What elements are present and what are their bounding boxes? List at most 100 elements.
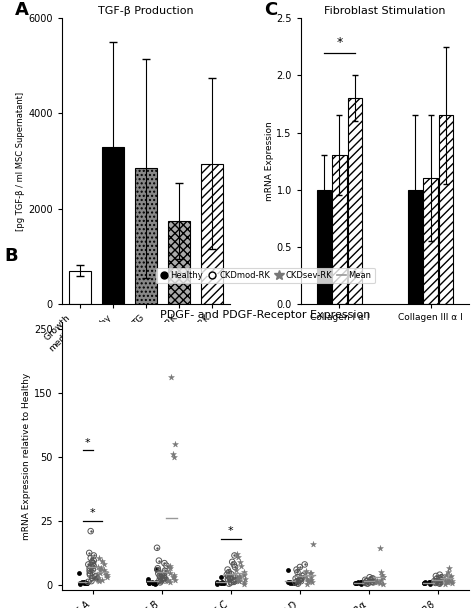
Point <box>85 548 93 558</box>
Point <box>80 577 88 587</box>
Bar <box>423 178 438 304</box>
Text: -: - <box>322 420 326 429</box>
Text: +: + <box>427 420 434 429</box>
Point <box>83 579 91 589</box>
Point <box>85 548 93 558</box>
Point <box>233 550 241 559</box>
Point <box>86 568 93 578</box>
Point <box>219 578 226 588</box>
Point <box>366 572 374 582</box>
Point <box>378 567 385 577</box>
Point <box>218 578 225 587</box>
Point <box>229 572 237 582</box>
Point <box>170 572 177 582</box>
Point <box>89 573 96 582</box>
Point <box>284 565 292 575</box>
Bar <box>69 271 91 304</box>
Point <box>231 576 238 586</box>
Point <box>231 551 238 561</box>
Point <box>436 574 443 584</box>
Text: *: * <box>90 508 96 519</box>
Point <box>241 578 248 587</box>
Point <box>225 567 233 577</box>
Point <box>160 573 168 582</box>
Point <box>294 572 301 582</box>
Point <box>230 559 237 569</box>
Point <box>227 578 235 587</box>
Point <box>286 578 294 588</box>
Point <box>368 574 376 584</box>
Point <box>379 579 386 589</box>
Point <box>166 561 173 570</box>
Point <box>156 571 164 581</box>
Point <box>433 574 441 584</box>
Point <box>90 551 98 561</box>
Point <box>75 568 82 578</box>
Point <box>293 565 301 575</box>
Point <box>89 558 97 568</box>
Text: -: - <box>338 385 341 394</box>
Point <box>83 578 91 588</box>
Point <box>223 570 230 579</box>
Point <box>365 578 373 587</box>
Text: +: + <box>443 454 449 463</box>
Bar <box>347 98 362 304</box>
Point <box>421 579 428 589</box>
Point <box>225 571 232 581</box>
Point <box>91 572 99 582</box>
Point <box>357 577 365 587</box>
Text: -: - <box>445 385 447 394</box>
Point <box>169 449 177 458</box>
Point <box>235 576 243 586</box>
Bar <box>168 221 190 304</box>
Point <box>156 572 164 582</box>
Point <box>226 574 234 584</box>
Point <box>156 578 164 587</box>
Point <box>430 576 438 586</box>
Point <box>355 577 362 587</box>
Point <box>292 574 300 584</box>
Point <box>98 556 106 565</box>
Point <box>225 579 233 589</box>
Text: -: - <box>414 420 417 429</box>
Text: +: + <box>412 385 419 394</box>
Point <box>153 578 160 587</box>
Point <box>367 575 374 585</box>
Point <box>231 562 239 572</box>
Point <box>420 578 428 588</box>
Point <box>161 568 168 578</box>
Point <box>166 564 173 573</box>
Point <box>164 575 172 585</box>
Point <box>447 571 455 581</box>
Text: -: - <box>429 385 432 394</box>
Text: C: C <box>264 1 277 19</box>
Point <box>438 572 446 582</box>
Point <box>379 570 386 579</box>
Point <box>90 551 98 561</box>
Point <box>213 579 220 589</box>
Point <box>432 578 439 588</box>
Point <box>298 574 305 584</box>
Text: CKDsev-RK: CKDsev-RK <box>228 454 271 463</box>
Point <box>301 571 309 581</box>
Bar <box>135 168 156 304</box>
Point <box>236 572 244 582</box>
Point <box>163 561 170 570</box>
Point <box>217 572 224 582</box>
Text: *: * <box>85 438 91 448</box>
Text: Healthy: Healthy <box>241 385 271 394</box>
Text: -: - <box>353 420 356 429</box>
Point <box>95 562 102 572</box>
Point <box>146 578 153 588</box>
Point <box>376 543 384 553</box>
Point <box>448 578 456 588</box>
Point <box>87 527 94 536</box>
Point <box>225 571 232 581</box>
Point <box>94 573 101 582</box>
Bar <box>408 190 422 304</box>
Point <box>308 578 316 587</box>
Bar <box>317 190 331 304</box>
Text: +: + <box>320 385 328 394</box>
Point <box>90 556 98 565</box>
Point <box>164 576 172 586</box>
